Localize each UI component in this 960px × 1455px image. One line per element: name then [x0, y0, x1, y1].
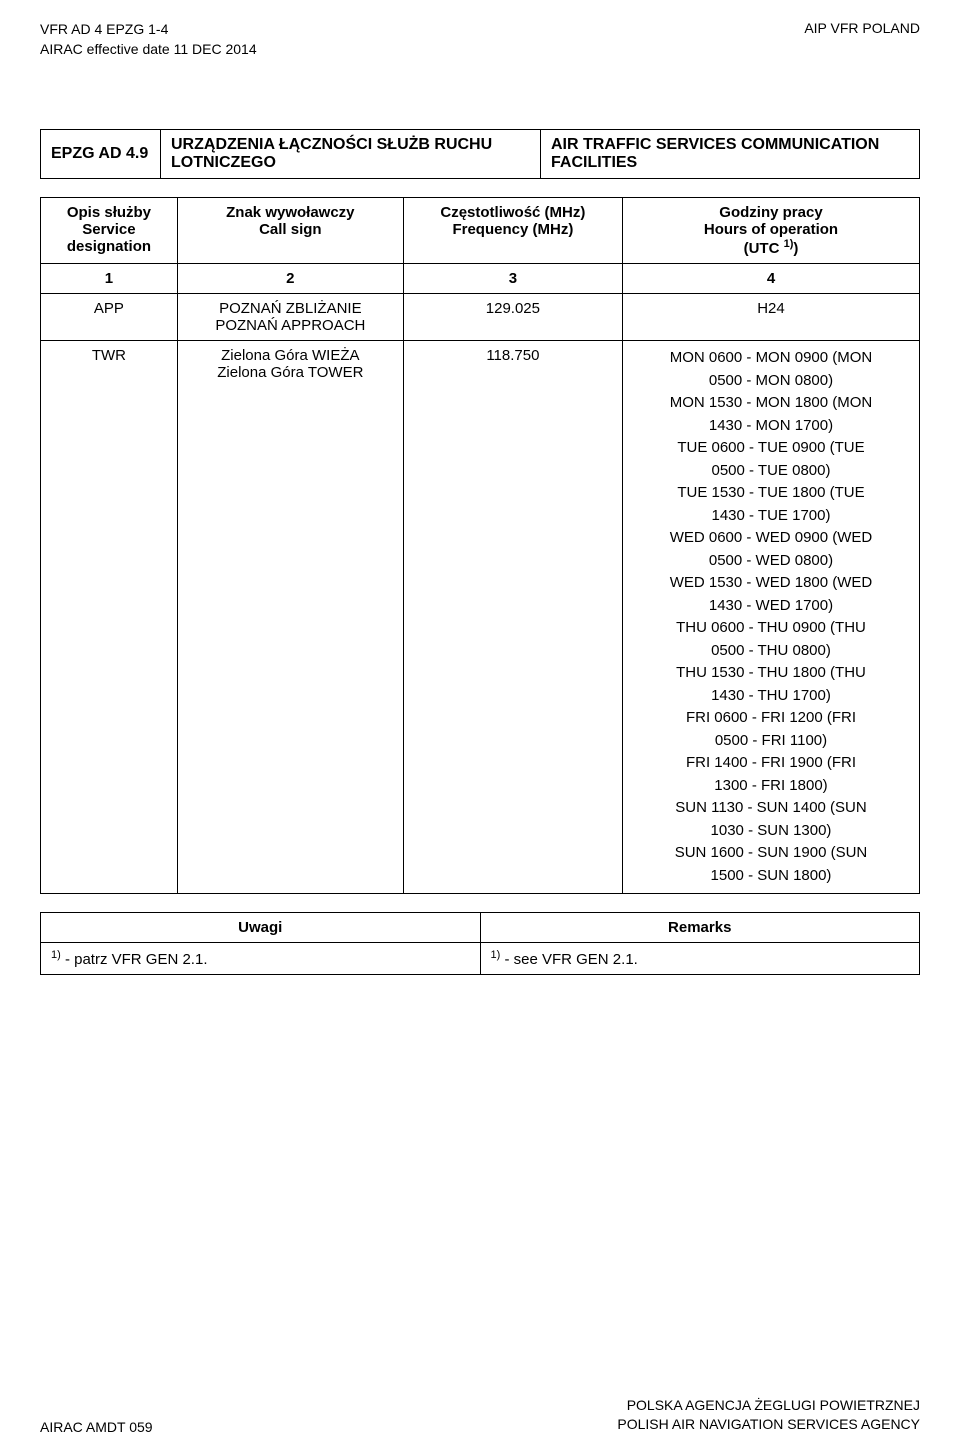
header-left: VFR AD 4 EPZG 1-4 AIRAC effective date 1… [40, 20, 920, 59]
callsign-en: Zielona Góra TOWER [217, 364, 363, 381]
label: Znak wywoławczy [226, 204, 354, 221]
section-code: EPZG AD 4.9 [41, 130, 161, 179]
footer-right: POLSKA AGENCJA ŻEGLUGI POWIETRZNEJ POLIS… [617, 1396, 920, 1435]
label: Hours of operation [704, 221, 838, 238]
callsign-pl: Zielona Góra WIEŻA [221, 347, 359, 364]
callsign-pl: POZNAŃ ZBLIŻANIE [219, 300, 362, 317]
col-header-frequency: Częstotliwość (MHz) Frequency (MHz) [403, 198, 622, 264]
note-text: - patrz VFR GEN 2.1. [61, 951, 208, 968]
cell-service: TWR [41, 341, 178, 894]
remarks-note-pl: 1) - patrz VFR GEN 2.1. [41, 943, 481, 975]
col-num: 3 [403, 264, 622, 294]
section-title-en: AIR TRAFFIC SERVICES COMMUNICATION FACIL… [541, 130, 920, 179]
table-row: Uwagi Remarks [41, 913, 920, 943]
table-row: 1) - patrz VFR GEN 2.1. 1) - see VFR GEN… [41, 943, 920, 975]
callsign-en: POZNAŃ APPROACH [215, 317, 365, 334]
label: ) [793, 240, 798, 257]
cell-hours: H24 [622, 294, 919, 341]
cell-frequency: 129.025 [403, 294, 622, 341]
column-number-row: 1 2 3 4 [41, 264, 920, 294]
cell-hours: MON 0600 - MON 0900 (MON0500 - MON 0800)… [622, 341, 919, 894]
col-num: 1 [41, 264, 178, 294]
col-header-hours: Godziny pracy Hours of operation (UTC 1)… [622, 198, 919, 264]
document-page: VFR AD 4 EPZG 1-4 AIRAC effective date 1… [0, 0, 960, 1455]
col-num: 4 [622, 264, 919, 294]
footnote-ref: 1) [491, 949, 501, 961]
cell-service: APP [41, 294, 178, 341]
footer-left: AIRAC AMDT 059 [40, 1419, 153, 1435]
remarks-header-pl: Uwagi [41, 913, 481, 943]
col-num: 2 [177, 264, 403, 294]
cell-callsign: Zielona Góra WIEŻA Zielona Góra TOWER [177, 341, 403, 894]
label: designation [67, 238, 151, 255]
section-header-table: EPZG AD 4.9 URZĄDZENIA ŁĄCZNOŚCI SŁUŻB R… [40, 129, 920, 179]
remarks-note-en: 1) - see VFR GEN 2.1. [480, 943, 920, 975]
label: Call sign [259, 221, 322, 238]
footer-agency-pl: POLSKA AGENCJA ŻEGLUGI POWIETRZNEJ [617, 1396, 920, 1416]
header-right: AIP VFR POLAND [804, 20, 920, 36]
remarks-header-en: Remarks [480, 913, 920, 943]
table-row: APP POZNAŃ ZBLIŻANIE POZNAŃ APPROACH 129… [41, 294, 920, 341]
footnote-ref: 1) [784, 238, 794, 250]
doc-code: VFR AD 4 EPZG 1-4 [40, 20, 920, 40]
section-title-pl: URZĄDZENIA ŁĄCZNOŚCI SŁUŻB RUCHU LOTNICZ… [161, 130, 541, 179]
label: Częstotliwość (MHz) [440, 204, 585, 221]
label: Service [82, 221, 135, 238]
col-header-service: Opis służby Service designation [41, 198, 178, 264]
label: (UTC [744, 240, 784, 257]
remarks-table: Uwagi Remarks 1) - patrz VFR GEN 2.1. 1)… [40, 912, 920, 975]
label: Frequency (MHz) [452, 221, 573, 238]
communication-table: Opis służby Service designation Znak wyw… [40, 197, 920, 894]
table-row: EPZG AD 4.9 URZĄDZENIA ŁĄCZNOŚCI SŁUŻB R… [41, 130, 920, 179]
effective-date: AIRAC effective date 11 DEC 2014 [40, 40, 920, 60]
label: Opis służby [67, 204, 151, 221]
cell-frequency: 118.750 [403, 341, 622, 894]
table-row: TWR Zielona Góra WIEŻA Zielona Góra TOWE… [41, 341, 920, 894]
cell-callsign: POZNAŃ ZBLIŻANIE POZNAŃ APPROACH [177, 294, 403, 341]
table-header-row: Opis służby Service designation Znak wyw… [41, 198, 920, 264]
note-text: - see VFR GEN 2.1. [500, 951, 638, 968]
footer-agency-en: POLISH AIR NAVIGATION SERVICES AGENCY [617, 1415, 920, 1435]
label: Godziny pracy [719, 204, 822, 221]
col-header-callsign: Znak wywoławczy Call sign [177, 198, 403, 264]
footnote-ref: 1) [51, 949, 61, 961]
